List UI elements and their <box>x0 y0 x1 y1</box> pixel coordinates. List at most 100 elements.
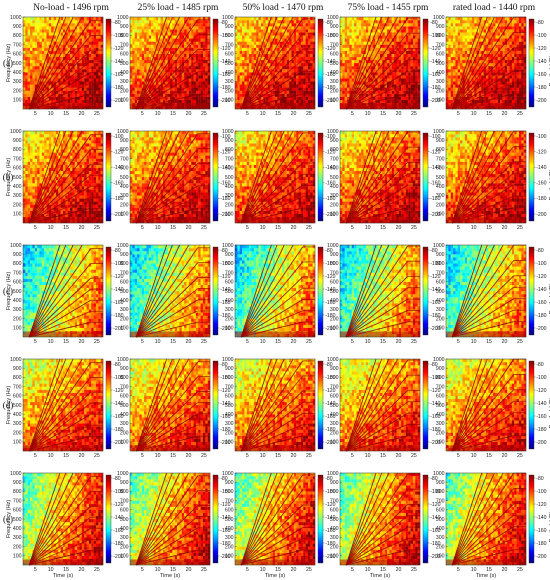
y-tick-label: 600 <box>13 166 22 172</box>
spectrogram-heatmap <box>235 17 315 109</box>
x-tick-label: 10 <box>365 225 371 231</box>
y-tick-label: 200 <box>436 430 445 436</box>
y-tick-label: 1000 <box>10 129 22 135</box>
y-tick-label: 700 <box>13 156 22 162</box>
y-tick-label: 900 <box>120 480 129 486</box>
colorbar <box>213 19 218 107</box>
x-tick-label: 5 <box>34 339 37 345</box>
y-tick-label: 800 <box>120 147 129 153</box>
y-tick-label: 1000 <box>327 129 339 135</box>
y-tick-label: 500 <box>330 517 339 523</box>
x-tick-label: 15 <box>486 339 492 345</box>
x-tick-label: 25 <box>201 339 207 345</box>
y-tick-label: 900 <box>13 480 22 486</box>
y-tick-label: 600 <box>225 280 234 286</box>
y-tick-label: 400 <box>330 184 339 190</box>
x-tick-label: 20 <box>502 453 508 459</box>
x-tick-label: 25 <box>94 339 100 345</box>
y-tick-label: 100 <box>436 98 445 104</box>
y-tick-label: 200 <box>13 316 22 322</box>
y-tick-label: 200 <box>436 316 445 322</box>
x-tick-label: 25 <box>306 567 312 573</box>
y-tick-label: 100 <box>330 440 339 446</box>
y-tick-label: 300 <box>330 79 339 85</box>
y-tick-label: 400 <box>225 526 234 532</box>
y-tick-label: 100 <box>13 554 22 560</box>
y-tick-label: 800 <box>330 375 339 381</box>
x-tick-label: 25 <box>411 567 417 573</box>
x-tick-label: 20 <box>186 111 192 117</box>
colorbar <box>106 475 111 563</box>
y-tick-label: 300 <box>330 535 339 541</box>
x-tick-label: 10 <box>260 111 266 117</box>
y-tick-label: 1000 <box>117 129 129 135</box>
x-tick-label: 10 <box>471 111 477 117</box>
y-tick-label: 1000 <box>10 471 22 477</box>
y-axis-label: Frequency (Hz) <box>6 272 12 311</box>
x-tick-label: 25 <box>201 225 207 231</box>
colorbar-tick-label: -180 <box>536 196 546 202</box>
x-tick-label: 20 <box>291 567 297 573</box>
x-tick-label: 5 <box>351 453 354 459</box>
x-tick-label: 20 <box>186 567 192 573</box>
x-tick-label: 10 <box>365 111 371 117</box>
colorbar-tick-label: -180 <box>536 313 546 319</box>
x-tick-label: 25 <box>201 453 207 459</box>
colorbar <box>213 133 218 221</box>
y-tick-label: 300 <box>13 307 22 313</box>
colorbar <box>106 247 111 335</box>
y-tick-label: 600 <box>120 52 129 58</box>
y-tick-label: 600 <box>225 508 234 514</box>
x-tick-label: 20 <box>502 567 508 573</box>
x-tick-label: 15 <box>63 225 69 231</box>
y-tick-label: 1000 <box>222 357 234 363</box>
x-tick-label: 5 <box>141 339 144 345</box>
y-tick-label: 700 <box>120 498 129 504</box>
y-tick-label: 1000 <box>222 15 234 21</box>
y-tick-label: 900 <box>330 24 339 30</box>
y-tick-label: 200 <box>330 316 339 322</box>
y-tick-label: 300 <box>225 535 234 541</box>
x-tick-label: 20 <box>396 567 402 573</box>
x-tick-label: 5 <box>351 567 354 573</box>
y-tick-label: 900 <box>225 480 234 486</box>
y-axis-label: Frequency (Hz) <box>6 158 12 197</box>
x-tick-label: 20 <box>79 111 85 117</box>
y-tick-label: 1000 <box>10 243 22 249</box>
y-tick-label: 500 <box>330 61 339 67</box>
x-tick-label: 10 <box>48 111 54 117</box>
y-tick-label: 500 <box>120 517 129 523</box>
y-tick-label: 500 <box>436 403 445 409</box>
x-tick-label: 15 <box>486 111 492 117</box>
y-tick-label: 600 <box>225 166 234 172</box>
colorbar-tick-label: -200 <box>536 212 546 218</box>
y-tick-label: 900 <box>436 366 445 372</box>
x-tick-label: 20 <box>291 453 297 459</box>
y-tick-label: 300 <box>13 193 22 199</box>
x-tick-label: 20 <box>186 225 192 231</box>
y-tick-label: 1000 <box>327 471 339 477</box>
y-tick-label: 300 <box>225 79 234 85</box>
y-tick-label: 300 <box>436 421 445 427</box>
colorbar-tick-label: -160 <box>536 528 546 534</box>
y-tick-label: 1000 <box>10 357 22 363</box>
spectrogram-heatmap <box>235 131 315 223</box>
x-axis-label: Time (s) <box>370 573 390 579</box>
colorbar <box>529 247 534 335</box>
y-tick-label: 300 <box>120 193 129 199</box>
y-tick-label: 300 <box>330 421 339 427</box>
y-tick-label: 1000 <box>433 357 445 363</box>
y-tick-label: 800 <box>120 489 129 495</box>
x-tick-label: 10 <box>260 225 266 231</box>
x-tick-label: 15 <box>380 453 386 459</box>
y-tick-label: 400 <box>330 298 339 304</box>
x-tick-label: 5 <box>34 111 37 117</box>
colorbar-tick-label: -180 <box>536 427 546 433</box>
colorbar <box>423 19 428 107</box>
y-tick-label: 400 <box>225 184 234 190</box>
